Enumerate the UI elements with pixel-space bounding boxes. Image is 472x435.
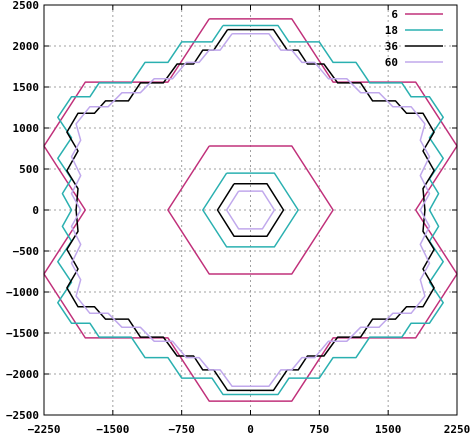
y-tick-label: −1500: [6, 327, 39, 340]
y-tick-label: 500: [19, 163, 39, 176]
y-tick-label: −1000: [6, 286, 39, 299]
y-tick-label: 1000: [13, 122, 40, 135]
grid-lines: [44, 5, 457, 415]
x-tick-label: −2250: [27, 423, 60, 435]
legend-label-60: 60: [385, 56, 398, 69]
series-6-path-inner: [167, 145, 334, 275]
x-tick-label: 1500: [375, 423, 402, 435]
legend-label-18: 18: [385, 24, 398, 37]
x-tick-label: −750: [168, 423, 195, 435]
legend-label-36: 36: [385, 40, 399, 53]
series-36-path-inner: [216, 183, 285, 237]
x-tick-label: −1500: [96, 423, 129, 435]
series-36-path-outer: [66, 28, 435, 392]
legend: 6 18 36 60: [385, 8, 443, 69]
y-tick-label: 2500: [13, 0, 40, 12]
series-lines: [43, 18, 458, 402]
y-tick-label: −2000: [6, 368, 39, 381]
series-18-path-inner: [202, 172, 299, 248]
x-tick-label: 0: [247, 423, 254, 435]
y-tick-label: 0: [32, 204, 39, 217]
y-tick-label: 1500: [13, 81, 40, 94]
series-60-path-inner: [225, 190, 276, 230]
x-tick-label: 750: [309, 423, 329, 435]
y-tick-label: −500: [13, 245, 40, 258]
series-60-path-outer: [70, 32, 431, 388]
y-tick-label: 2000: [13, 40, 40, 53]
legend-label-6: 6: [391, 8, 398, 21]
x-tick-label: 2250: [444, 423, 471, 435]
axis-ticks: −2250 −1500 −750 0 750 1500 2250 −2500 −2000 −150…: [6, 0, 470, 435]
y-tick-label: −2500: [6, 409, 39, 422]
